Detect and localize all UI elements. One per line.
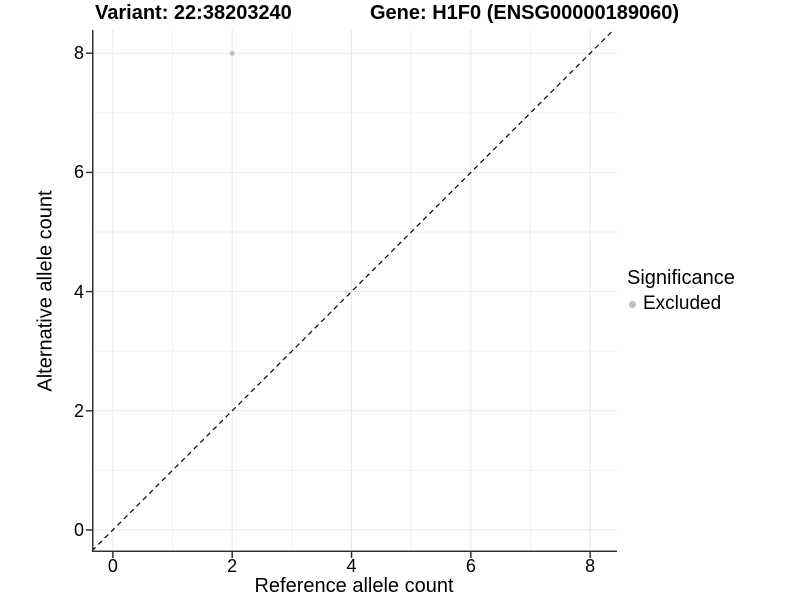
x-tick-label: 8 bbox=[585, 556, 596, 576]
x-tick-label: 6 bbox=[465, 556, 476, 576]
x-tick-label: 4 bbox=[346, 556, 357, 576]
plot-title-variant: Variant: 22:38203240 bbox=[95, 2, 292, 24]
y-tick-label: 2 bbox=[73, 400, 84, 421]
plot-title-gene: Gene: H1F0 (ENSG00000189060) bbox=[370, 2, 680, 24]
y-tick-label: 0 bbox=[73, 519, 84, 540]
y-tick-label: 6 bbox=[73, 162, 84, 183]
legend-point-icon bbox=[629, 300, 636, 308]
y-tick-label: 8 bbox=[73, 43, 84, 64]
identity-reference-line bbox=[91, 29, 614, 552]
legend: Significance Excluded bbox=[627, 267, 735, 315]
legend-item: Excluded bbox=[627, 293, 735, 315]
data-point bbox=[229, 50, 235, 56]
legend-item-label: Excluded bbox=[643, 293, 722, 314]
x-axis-label: Reference allele count bbox=[254, 575, 454, 597]
x-tick-label: 0 bbox=[107, 556, 118, 576]
plot-svg bbox=[86, 29, 617, 558]
legend-title: Significance bbox=[627, 267, 735, 289]
plot-panel bbox=[86, 29, 617, 558]
x-tick-label: 2 bbox=[227, 556, 238, 576]
y-tick-label: 4 bbox=[73, 281, 84, 302]
